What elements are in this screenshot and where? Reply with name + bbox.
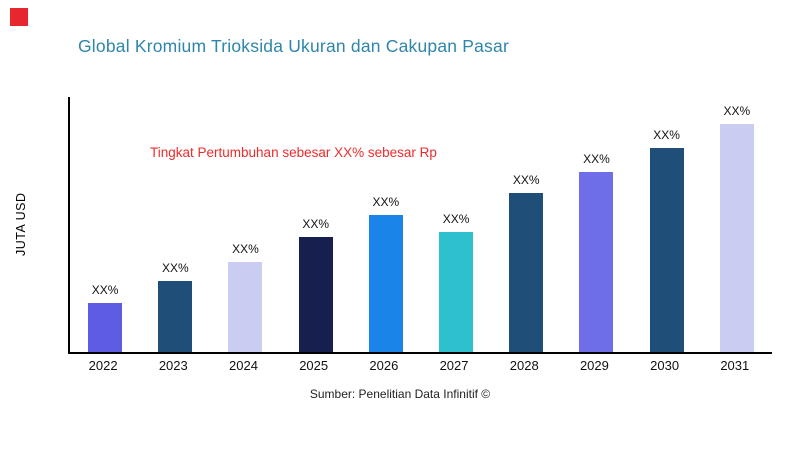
- bar-group: XX%: [561, 152, 631, 352]
- bar-group: XX%: [210, 242, 280, 352]
- x-axis-tick-label: 2026: [369, 358, 399, 373]
- x-axis-tick-label: 2027: [439, 358, 469, 373]
- bar: [649, 148, 684, 352]
- bar: [719, 124, 754, 352]
- bar-value-label: XX%: [583, 152, 610, 166]
- bar-value-label: XX%: [653, 128, 680, 142]
- plot-area: Tingkat Pertumbuhan sebesar XX% sebesar …: [68, 97, 772, 354]
- bar-value-label: XX%: [302, 217, 329, 231]
- bar-group: XX%: [702, 104, 772, 352]
- bar-group: XX%: [421, 212, 491, 352]
- x-axis-labels: 2022 2023 2024 2025 2026 2027 2028 2029 2030 2031: [68, 358, 770, 373]
- bar: [88, 303, 123, 352]
- bar-group: XX%: [140, 261, 210, 352]
- bar-value-label: XX%: [91, 283, 119, 297]
- bar: [158, 281, 193, 352]
- bar: [439, 232, 474, 352]
- x-axis-tick-label: 2028: [509, 358, 539, 373]
- y-axis-label: JUTA USD: [14, 192, 28, 257]
- x-axis-tick-label: 2022: [88, 358, 118, 373]
- source-attribution: Sumber: Penelitian Data Infinitif ©: [309, 387, 491, 401]
- x-axis-tick-label: 2024: [229, 358, 258, 373]
- bar-value-label: XX%: [372, 195, 400, 209]
- bar: [228, 262, 263, 352]
- bar-group: XX%: [70, 283, 140, 352]
- growth-rate-annotation: Tingkat Pertumbuhan sebesar XX% sebesar …: [150, 145, 437, 160]
- chart-title: Global Kromium Trioksida Ukuran dan Caku…: [78, 36, 509, 56]
- bar-value-label: XX%: [161, 261, 189, 275]
- bar-group: XX%: [281, 217, 351, 352]
- bar: [509, 193, 544, 352]
- x-axis-tick-label: 2023: [158, 358, 188, 373]
- bar-value-label: XX%: [232, 242, 259, 256]
- x-axis-tick-label: 2030: [650, 358, 680, 373]
- bar-value-label: XX%: [442, 212, 470, 226]
- bar: [298, 237, 333, 352]
- brand-logo-square: [10, 8, 28, 26]
- x-axis-tick-label: 2031: [720, 358, 750, 373]
- bar: [579, 172, 614, 352]
- bar-value-label: XX%: [723, 104, 751, 118]
- x-axis-tick-label: 2029: [579, 358, 609, 373]
- bar-value-label: XX%: [512, 173, 540, 187]
- bar-group: XX%: [632, 128, 702, 352]
- bar: [368, 215, 403, 352]
- bar-group: XX%: [491, 173, 561, 352]
- bars: XX% XX% XX% XX% XX% XX% XX% XX% XX% XX%: [70, 97, 772, 352]
- x-axis-tick-label: 2025: [299, 358, 329, 373]
- bar-group: XX%: [351, 195, 421, 352]
